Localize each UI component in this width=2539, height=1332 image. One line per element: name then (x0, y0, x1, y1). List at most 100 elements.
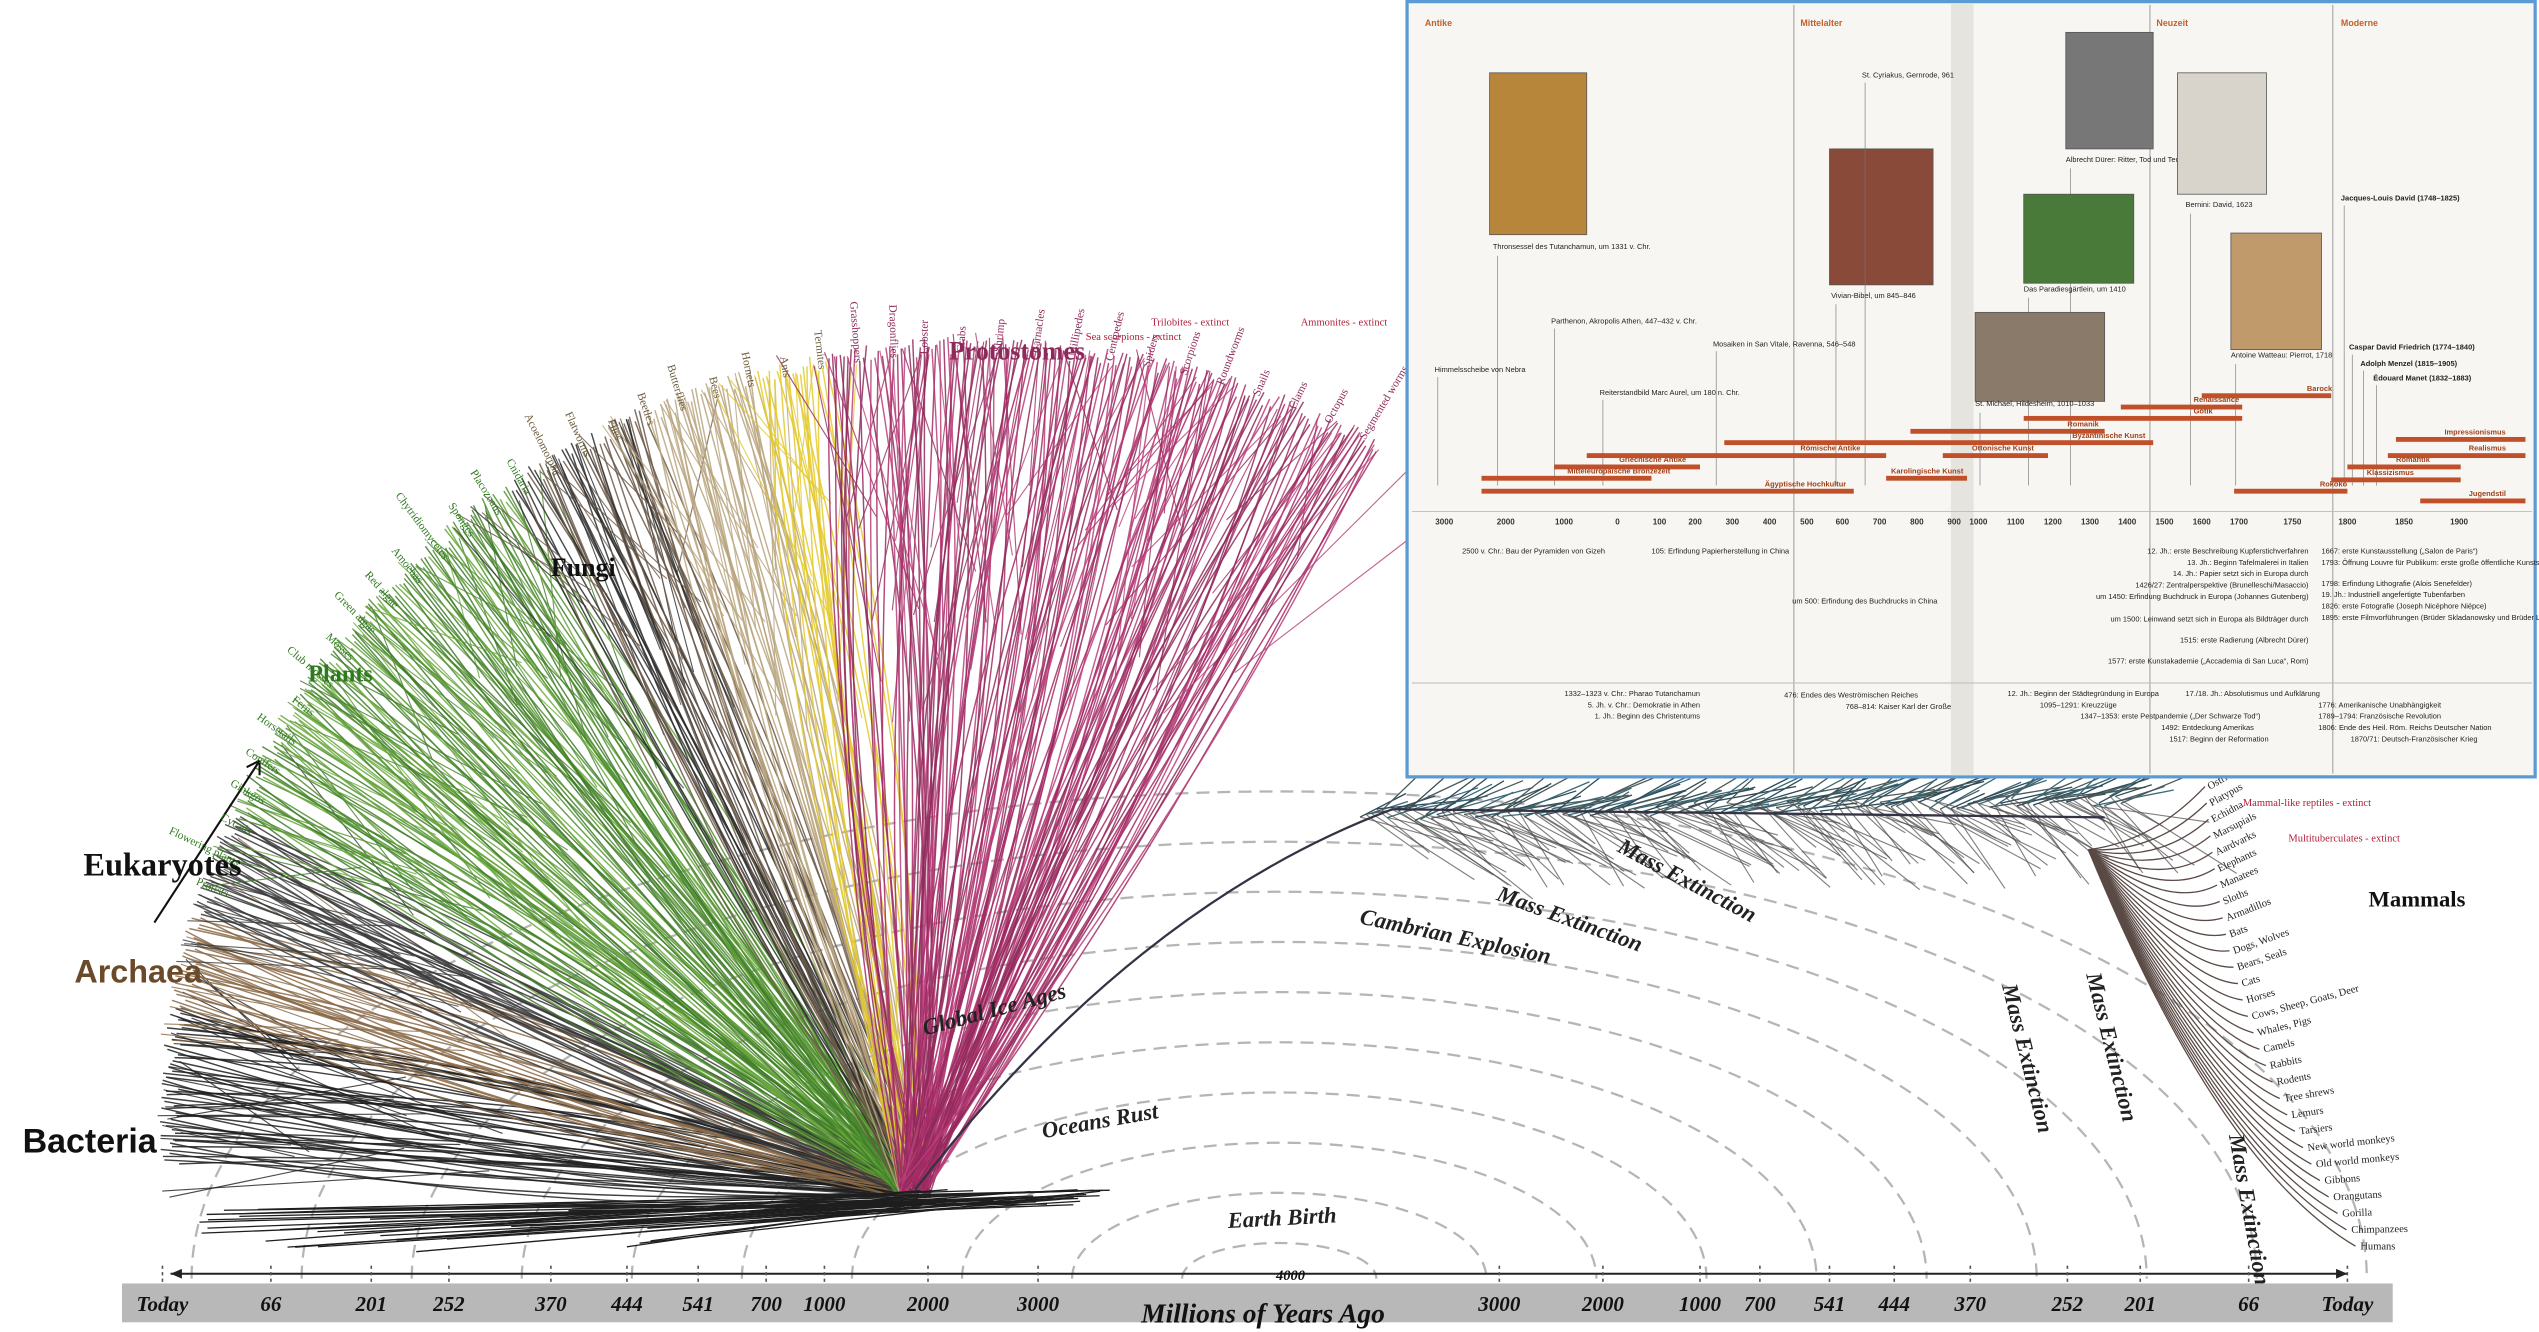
group-label: Fungi (551, 553, 616, 582)
leaf-label: Ants (777, 355, 792, 378)
branch (262, 759, 915, 1190)
twig (212, 853, 414, 911)
extinction-label: Sea scorpions - extinct (1086, 332, 1182, 343)
branch (1813, 808, 1886, 886)
twig (191, 942, 479, 1024)
artwork-caption: Bernini: David, 1623 (2186, 200, 2253, 209)
twig (227, 842, 380, 885)
year-label: 1300 (2081, 517, 2099, 526)
branch (690, 401, 910, 1190)
branch (2087, 849, 2230, 952)
branch (2087, 849, 2234, 968)
leaf-label: Grasshoppers (847, 301, 863, 363)
twig (289, 720, 528, 818)
artwork-caption: Albrecht Dürer: Ritter, Tod und Teufel, … (2066, 155, 2221, 164)
culture-event: 1515: erste Radierung (Albrecht Dürer) (2180, 636, 2309, 645)
branch (1808, 776, 1856, 811)
year-label: 2000 (1497, 517, 1515, 526)
twig (1135, 349, 1182, 526)
twig (718, 383, 832, 504)
branch (2087, 849, 2267, 1067)
twig (1084, 376, 1197, 531)
branch (2087, 849, 2238, 985)
branch (1775, 807, 1888, 860)
branch (1639, 791, 1708, 814)
twig (197, 893, 440, 989)
period-bar (2234, 488, 2348, 494)
axis-tick-label: 444 (1877, 1292, 1910, 1316)
branch (852, 345, 924, 1185)
branch (523, 488, 927, 1194)
branch (918, 352, 1124, 1193)
era-label: Antike (1425, 18, 1452, 28)
twig (1198, 444, 1375, 712)
branch (1589, 815, 1668, 834)
branch (1545, 812, 1625, 872)
year-label: 1400 (2118, 517, 2136, 526)
branch (1978, 779, 2047, 805)
year-label: 1700 (2230, 517, 2248, 526)
note-label: Mosaiken in San Vitale, Ravenna, 546–548 (1713, 339, 1856, 348)
branch (1513, 806, 1611, 886)
twig (310, 690, 569, 851)
branch (919, 351, 1037, 1184)
twig (1110, 385, 1235, 508)
period-label: Griechische Antike (1619, 455, 1686, 464)
branch (1430, 817, 1534, 900)
branch (2088, 802, 2208, 851)
branch (174, 1035, 921, 1195)
branch (2087, 849, 2280, 1100)
group-label: Bacteria (23, 1122, 158, 1160)
branch (592, 446, 916, 1193)
eukaryote-arrow (153, 759, 261, 924)
twig (397, 561, 629, 784)
note-label: Reiterstandbild Marc Aurel, um 180 n. Ch… (1600, 388, 1740, 397)
history-event: 1870/71: Deutsch-Französischer Krieg (2351, 734, 2478, 743)
year-label: 100 (1653, 517, 1667, 526)
note-label: Jacques-Louis David (1748–1825) (2341, 194, 2460, 203)
twig (602, 425, 743, 621)
branch (380, 1204, 964, 1237)
branch (1649, 815, 1702, 871)
branch (2087, 849, 2273, 1083)
leaf-label: Termites (811, 330, 828, 371)
group-label: Protostomes (949, 336, 1085, 365)
history-event: 476: Endes des Weströmischen Reiches (1784, 691, 1918, 700)
twig (1021, 342, 1047, 568)
twig (836, 364, 858, 703)
twig (229, 804, 493, 928)
branch (2087, 849, 2329, 1198)
artwork-image (1829, 148, 1934, 286)
branch (1802, 805, 1876, 886)
twig (753, 375, 813, 577)
twig (823, 351, 920, 610)
branch (1830, 781, 1867, 813)
branch (235, 817, 921, 1189)
twig (484, 504, 518, 667)
twig (1163, 366, 1177, 514)
artwork-caption: Antoine Watteau: Pierrot, 1718 (2231, 351, 2332, 360)
twig (173, 1043, 352, 1055)
twig (204, 866, 362, 888)
group-label: Archaea (74, 953, 203, 989)
period-bar (1481, 475, 1652, 481)
twig (323, 664, 459, 735)
branch (1677, 803, 1774, 865)
branch (2038, 802, 2120, 848)
branch (2120, 802, 2164, 827)
twig (659, 403, 798, 617)
year-label: 1850 (2395, 517, 2413, 526)
branch (912, 346, 976, 1198)
twig (1002, 336, 1022, 635)
era-label: Neuzeit (2156, 18, 2188, 28)
branch (1863, 803, 1911, 865)
branch (1408, 775, 1447, 809)
branch (1622, 807, 1678, 876)
year-label: 1500 (2156, 517, 2174, 526)
axis-tick-label: 700 (750, 1292, 782, 1316)
axis-tick-label: 66 (260, 1292, 282, 1316)
culture-event: 1577: erste Kunstakademie („Accademia di… (2108, 657, 2309, 666)
twig (165, 1098, 394, 1110)
period-bar (2120, 404, 2243, 410)
branch (2032, 804, 2093, 854)
